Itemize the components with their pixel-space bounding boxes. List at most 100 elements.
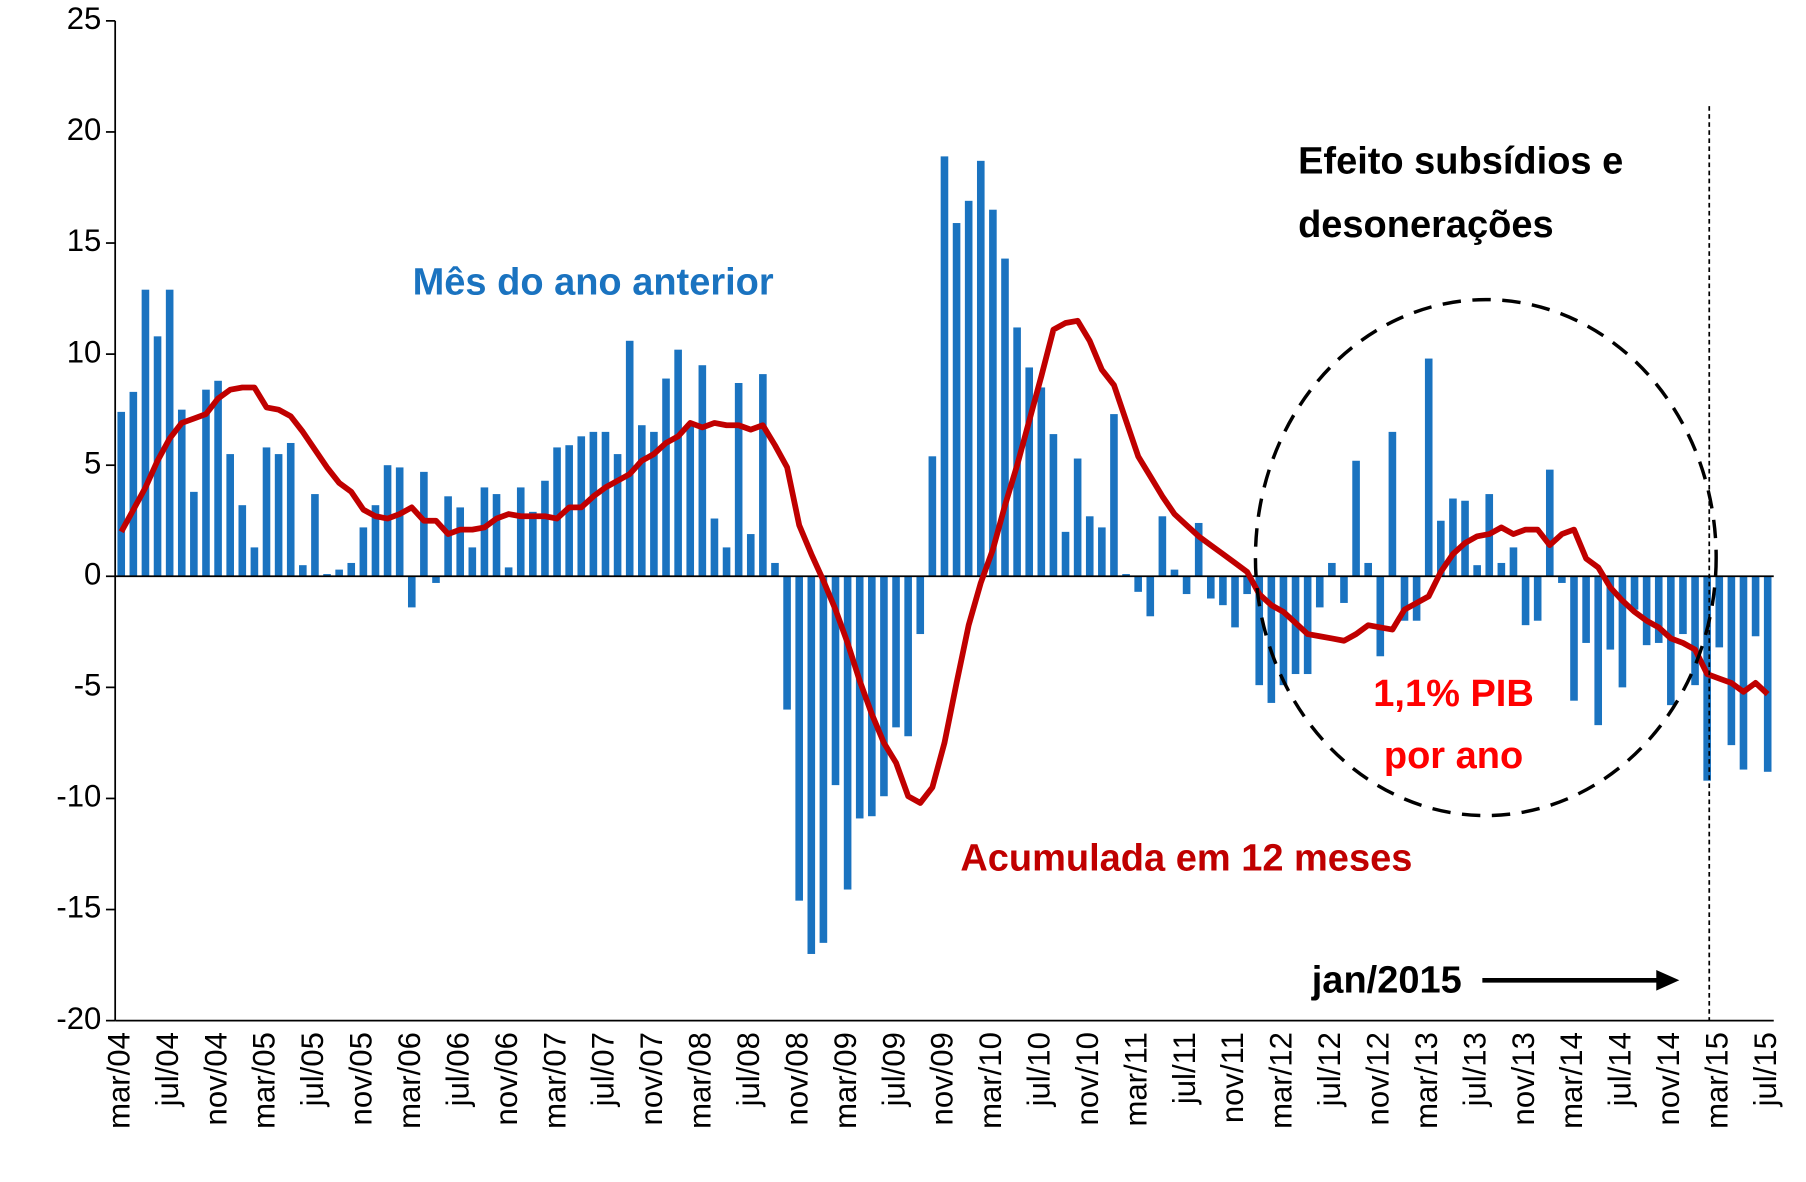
x-tick-label: jul/08 xyxy=(731,1032,766,1107)
bar xyxy=(1352,460,1360,577)
x-tick-label: jul/05 xyxy=(295,1032,330,1107)
bar xyxy=(1521,576,1530,626)
bar xyxy=(1763,576,1772,772)
bar xyxy=(880,576,888,797)
bar xyxy=(1073,458,1082,577)
bar xyxy=(1691,576,1699,686)
bar xyxy=(952,223,961,577)
bar xyxy=(892,576,900,728)
bar xyxy=(1122,574,1130,577)
bar xyxy=(274,454,283,577)
bar xyxy=(1582,576,1590,643)
bar xyxy=(650,431,658,577)
bar xyxy=(1449,498,1457,577)
x-tick-label: nov/14 xyxy=(1651,1032,1686,1125)
bar xyxy=(420,471,428,577)
bar xyxy=(492,494,501,577)
annotation: Efeito subsídios e xyxy=(1298,141,1623,183)
x-tick-label: nov/10 xyxy=(1070,1032,1105,1125)
bar xyxy=(759,374,767,577)
bar xyxy=(456,507,465,577)
x-tick-label: mar/06 xyxy=(392,1032,427,1129)
x-tick-label: nov/06 xyxy=(489,1032,524,1125)
x-tick-label: mar/08 xyxy=(683,1032,718,1129)
bar xyxy=(722,547,731,577)
bar xyxy=(1642,576,1651,646)
bar xyxy=(1182,576,1191,595)
bar xyxy=(311,494,319,577)
x-tick-label: nov/05 xyxy=(344,1032,379,1125)
bar xyxy=(746,534,755,577)
x-tick-label: mar/15 xyxy=(1699,1032,1734,1129)
bar xyxy=(1594,576,1603,726)
bar xyxy=(928,456,937,577)
x-tick-label: nov/11 xyxy=(1215,1032,1250,1123)
bar xyxy=(480,487,489,577)
y-tick-label: -5 xyxy=(74,668,102,703)
bar xyxy=(589,431,598,577)
x-tick-label: nov/09 xyxy=(925,1032,960,1125)
x-tick-label: mar/10 xyxy=(973,1032,1008,1129)
x-tick-label: jul/09 xyxy=(876,1032,911,1107)
bar xyxy=(843,576,852,890)
x-tick-label: jul/04 xyxy=(150,1032,185,1107)
bar xyxy=(601,431,610,577)
bar xyxy=(1630,576,1639,610)
highlight-circle xyxy=(1253,297,1718,818)
line xyxy=(118,317,1770,806)
bar xyxy=(1558,576,1566,583)
bar xyxy=(1001,258,1009,577)
bar xyxy=(989,209,997,577)
x-tick-label: jul/12 xyxy=(1312,1032,1347,1107)
annotation: por ano xyxy=(1384,735,1523,777)
bar xyxy=(662,378,670,577)
bar xyxy=(504,567,513,577)
x-tick-label: nov/07 xyxy=(634,1032,669,1125)
bar xyxy=(1194,522,1203,577)
bar xyxy=(1098,527,1106,577)
y-tick-label: -20 xyxy=(56,1001,101,1036)
bar xyxy=(141,289,150,577)
bar xyxy=(407,576,416,608)
y-tick-label: 0 xyxy=(84,557,101,592)
bar-series-label: Mês do ano anterior xyxy=(413,262,774,304)
x-tick-label: jul/10 xyxy=(1022,1032,1057,1107)
annotation: 1,1% PIB xyxy=(1373,673,1534,715)
bar xyxy=(904,576,912,737)
bar xyxy=(1533,576,1542,621)
line-series-label: Acumulada em 12 meses xyxy=(960,838,1412,880)
bar xyxy=(1715,576,1724,648)
bar xyxy=(359,527,368,577)
bar xyxy=(190,491,198,577)
x-tick-label: mar/12 xyxy=(1264,1032,1299,1129)
x-tick-label: mar/13 xyxy=(1409,1032,1444,1129)
bar xyxy=(1739,576,1748,770)
bar xyxy=(1340,576,1348,603)
bar xyxy=(686,422,695,577)
bar xyxy=(1618,576,1627,688)
x-tick-label: mar/05 xyxy=(247,1032,282,1129)
y-tick-label: 25 xyxy=(67,1,102,36)
bar xyxy=(1207,576,1215,599)
bar xyxy=(1509,547,1518,577)
bar xyxy=(553,447,561,577)
x-tick-label: jul/11 xyxy=(1167,1032,1202,1105)
x-tick-label: jul/06 xyxy=(440,1032,475,1107)
bar xyxy=(638,425,646,577)
bar xyxy=(1679,576,1687,635)
y-tick-label: -15 xyxy=(56,890,101,925)
bar xyxy=(1134,576,1142,592)
bar xyxy=(177,409,186,577)
bar xyxy=(1412,576,1421,621)
bar xyxy=(1388,431,1397,577)
bar xyxy=(674,349,682,577)
bar xyxy=(1267,576,1276,703)
bar xyxy=(1255,576,1264,686)
bar xyxy=(202,389,210,577)
bar xyxy=(1497,562,1506,577)
bar xyxy=(807,576,816,954)
x-tick-label: jul/07 xyxy=(586,1032,621,1107)
y-tick-label: -10 xyxy=(56,779,101,814)
bar xyxy=(613,454,622,577)
